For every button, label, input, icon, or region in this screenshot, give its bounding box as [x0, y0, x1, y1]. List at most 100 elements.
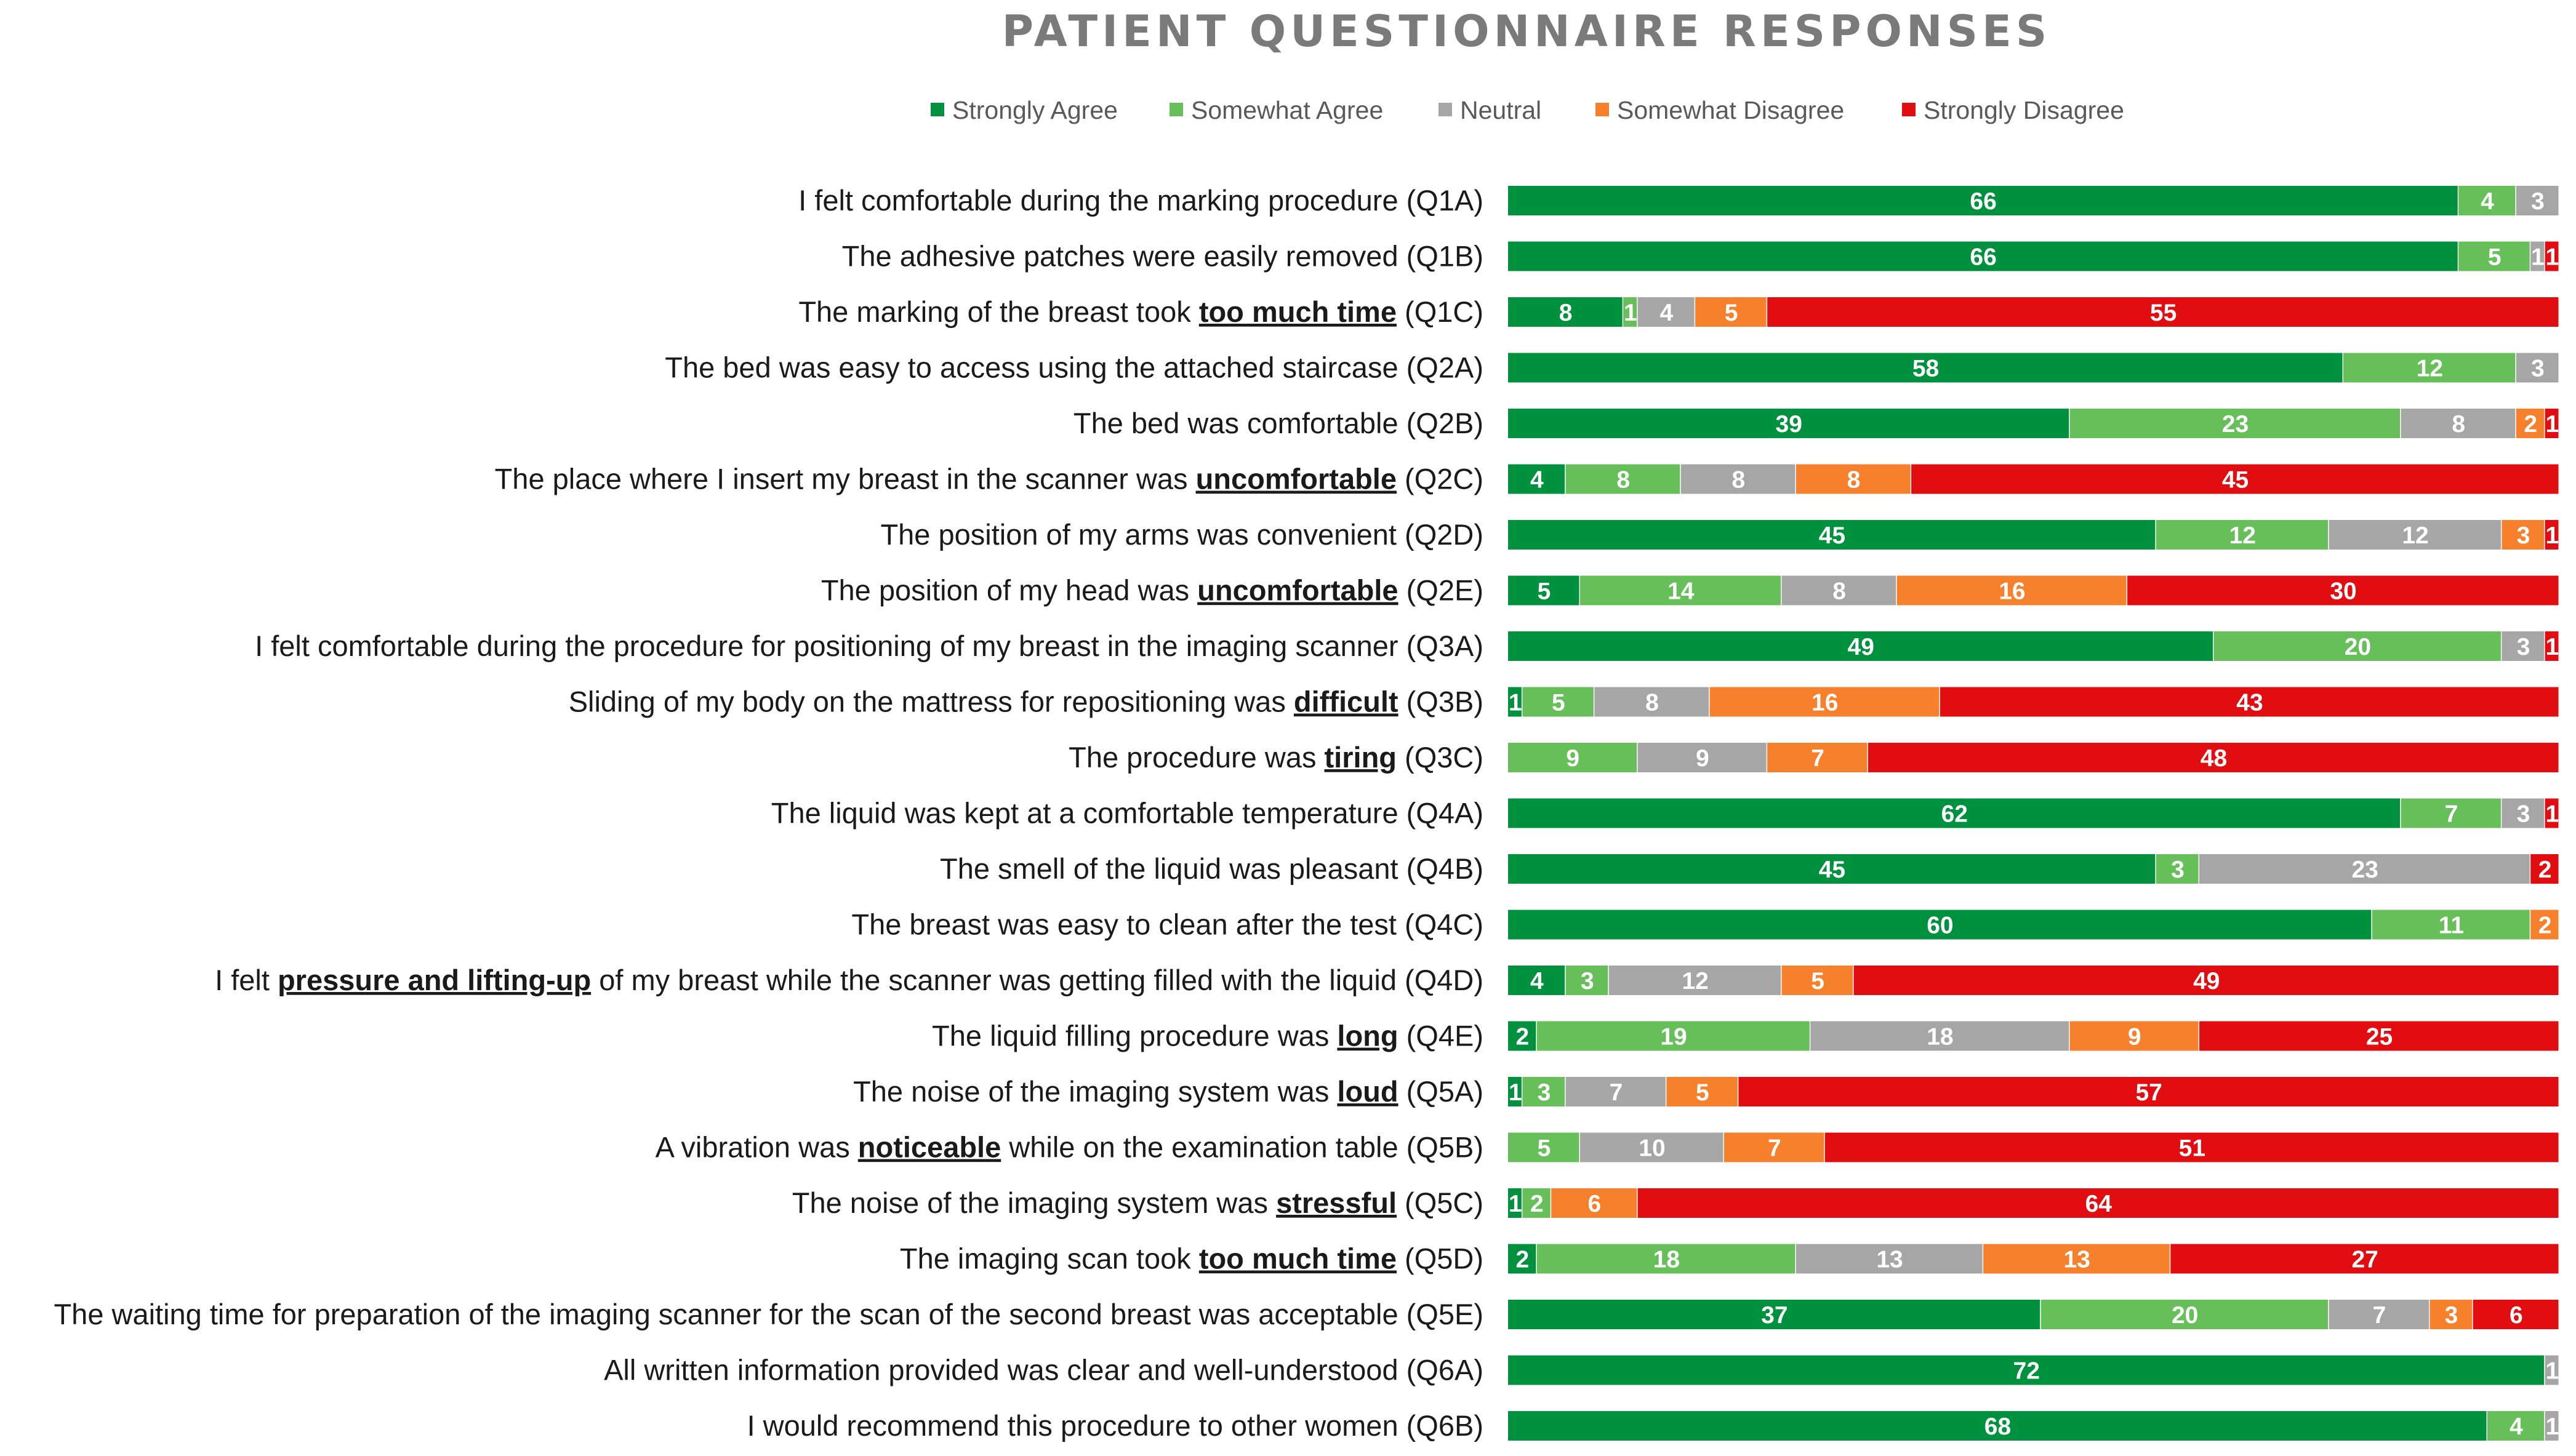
question-label: The bed was comfortable (Q2B)	[1073, 407, 1483, 439]
bar-segment-strongly-disagree	[2473, 1300, 2559, 1329]
bar-segment-somewhat-disagree	[1551, 1188, 1637, 1218]
question-label-part: while on the examination table (Q5B)	[1001, 1131, 1483, 1164]
bar-segment-neutral	[2516, 186, 2559, 215]
question-label-part: The position of my head was	[821, 574, 1197, 607]
data-label: 2	[1516, 1247, 1530, 1273]
legend-item-somewhat-agree: Somewhat Agree	[1170, 96, 1383, 124]
question-label-part: (Q5C)	[1397, 1186, 1483, 1219]
data-label: 10	[1639, 1135, 1665, 1162]
question-label-part: The procedure was	[1069, 741, 1324, 774]
data-label: 4	[1530, 968, 1544, 994]
bar-segment-strongly-disagree	[2545, 798, 2559, 828]
bar-segment-neutral	[2401, 409, 2516, 438]
bar-row: 4 3 12 5 49	[1508, 966, 2559, 995]
bar-segment-strongly-disagree	[1637, 1188, 2559, 1218]
bar-row: 72 1	[1508, 1355, 2559, 1385]
question-label-part: I felt	[215, 964, 278, 996]
question-label-part: (Q2E)	[1398, 574, 1483, 607]
bar-segment-strongly-agree	[1508, 1188, 1522, 1218]
bar-row: 1 2 6 64	[1508, 1188, 2559, 1218]
bar-segment-somewhat-agree	[1579, 575, 1781, 606]
bar-segment-strongly-agree	[1508, 1077, 1522, 1106]
bar-segment-strongly-agree	[1508, 1244, 1536, 1274]
bar-segment-somewhat-disagree	[1896, 575, 2127, 606]
bar-segment-neutral	[1680, 464, 1796, 494]
data-label: 3	[2517, 801, 2530, 828]
data-label: 1	[1509, 1191, 1522, 1217]
bar-segment-somewhat-disagree	[1666, 1077, 1738, 1106]
data-label: 3	[2517, 522, 2530, 549]
data-label: 8	[1832, 578, 1846, 605]
question-label-part: The liquid filling procedure was	[932, 1020, 1337, 1052]
question-label: I felt comfortable during the marking pr…	[798, 184, 1483, 217]
bar-segment-somewhat-disagree	[1709, 687, 1940, 717]
bar-segment-somewhat-agree	[2343, 353, 2516, 383]
question-label-part: (Q3C)	[1397, 741, 1483, 774]
legend-swatch-somewhat-disagree	[1595, 103, 1609, 116]
data-label: 51	[2179, 1135, 2205, 1162]
bar-segment-neutral	[2329, 520, 2501, 550]
data-label: 23	[2222, 411, 2249, 438]
data-label: 7	[2445, 801, 2458, 828]
question-label: The procedure was tiring (Q3C)	[1069, 741, 1483, 774]
bar-row: 1 3 7 5 57	[1508, 1077, 2559, 1106]
data-label: 3	[2531, 356, 2545, 382]
data-label: 1	[2545, 522, 2559, 549]
bar-segment-strongly-agree	[1508, 464, 1565, 494]
legend-label-strongly-agree: Strongly Agree	[952, 96, 1118, 124]
data-label: 3	[1538, 1079, 1551, 1106]
question-label: The smell of the liquid was pleasant (Q4…	[940, 852, 1483, 885]
bar-row: 45 12 12 3 1	[1508, 520, 2559, 550]
data-label: 7	[1610, 1079, 1623, 1106]
legend-swatch-strongly-agree	[931, 103, 944, 116]
data-label: 8	[1847, 467, 1861, 494]
bar-row: 1 5 8 16 43	[1508, 687, 2559, 717]
data-label: 72	[2013, 1358, 2040, 1385]
question-label-part: of my breast while the scanner was getti…	[591, 964, 1483, 996]
question-label-part: The adhesive patches were easily removed…	[842, 240, 1483, 273]
bar-segment-strongly-agree	[1508, 575, 1579, 606]
question-label-emphasis: long	[1337, 1020, 1398, 1052]
data-label: 8	[1559, 300, 1573, 326]
data-label: 57	[2135, 1079, 2162, 1106]
data-label: 1	[2545, 634, 2559, 660]
data-label: 19	[1660, 1024, 1687, 1050]
bar-segment-somewhat-disagree	[1781, 966, 1853, 995]
question-label: I would recommend this procedure to othe…	[747, 1409, 1483, 1442]
bar-segment-somewhat-agree	[2401, 798, 2501, 828]
data-label: 18	[1927, 1024, 1953, 1050]
bar-row: 2 19 18 9 25	[1508, 1021, 2559, 1051]
data-label: 8	[2452, 411, 2465, 438]
data-label: 1	[1624, 300, 1637, 326]
bar-row: 62 7 3 1	[1508, 798, 2559, 828]
data-label: 2	[1530, 1191, 1544, 1217]
bar-row: 4 8 8 8 45	[1508, 464, 2559, 494]
question-label-emphasis: pressure and lifting-up	[278, 964, 591, 996]
data-label: 7	[1811, 745, 1824, 772]
bar-segment-strongly-disagree	[2545, 241, 2559, 271]
question-label-emphasis: uncomfortable	[1196, 463, 1397, 495]
bar-segment-neutral	[1608, 966, 1781, 995]
question-labels: I felt comfortable during the marking pr…	[54, 184, 1483, 1442]
bar-segment-strongly-agree	[1508, 1355, 2545, 1385]
data-label: 5	[1811, 968, 1824, 994]
data-label: 23	[2351, 857, 2378, 883]
data-label: 55	[2150, 300, 2177, 326]
question-label-part: The breast was easy to clean after the t…	[851, 908, 1483, 941]
bar-segment-somewhat-agree	[2487, 1411, 2545, 1441]
bar-segment-strongly-disagree	[2199, 1021, 2559, 1051]
bar-segment-somewhat-disagree	[1767, 743, 1868, 772]
bar-segment-strongly-agree	[1508, 631, 2213, 661]
bar-segment-strongly-disagree	[2127, 575, 2559, 606]
bar-segment-strongly-agree	[1508, 186, 2458, 215]
bar-segment-neutral	[2329, 1300, 2429, 1329]
data-label: 45	[1819, 522, 1845, 549]
bar-segment-neutral	[2530, 241, 2545, 271]
data-label: 1	[2545, 801, 2559, 828]
bar-segment-somewhat-disagree	[1983, 1244, 2170, 1274]
bar-row: 2 18 13 13 27	[1508, 1244, 2559, 1274]
question-label-part: I felt comfortable during the marking pr…	[798, 184, 1483, 217]
data-label: 25	[2366, 1024, 2393, 1050]
data-label: 16	[1999, 578, 2025, 605]
bar-segment-strongly-disagree	[1853, 966, 2559, 995]
